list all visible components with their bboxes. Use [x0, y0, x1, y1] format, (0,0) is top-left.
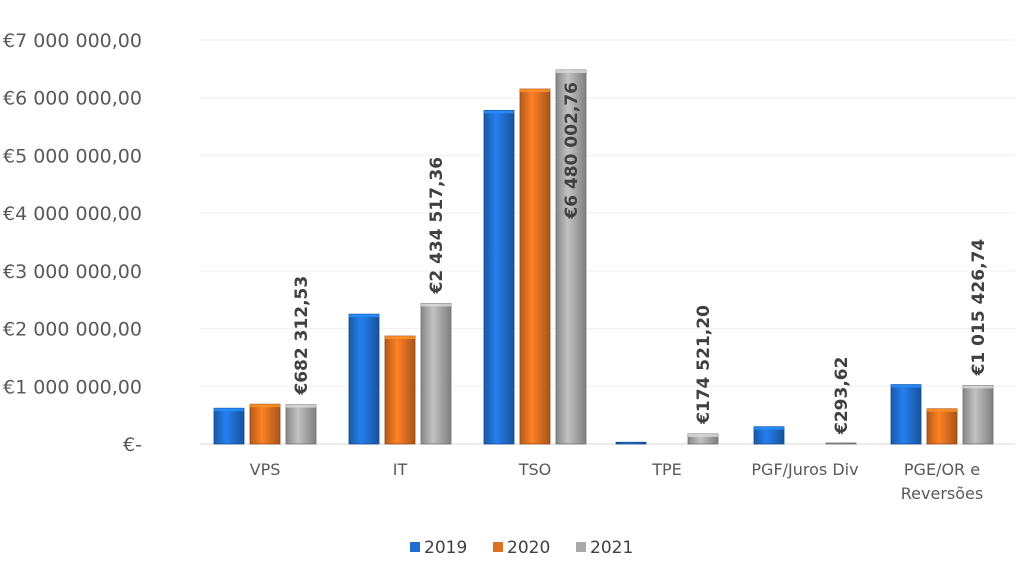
- y-tick-label: €7 000 000,00: [3, 30, 142, 52]
- legend-label-2019: 2019: [424, 538, 467, 558]
- y-tick-label: €6 000 000,00: [3, 88, 142, 110]
- bar-cap-2019-2: [484, 110, 514, 114]
- bar-cap-2021-3: [688, 433, 718, 437]
- bar-2019-3: [615, 441, 647, 445]
- x-category-label: TPE: [651, 460, 682, 479]
- bar-2021-0: [285, 404, 317, 445]
- bar-cap-2020-1: [385, 336, 415, 340]
- bar-cap-2019-4: [754, 426, 784, 430]
- bar-2021-5: [962, 384, 994, 445]
- data-label: €174 521,20: [694, 305, 714, 425]
- bar-cap-2021-2: [556, 70, 586, 74]
- bar-cap-2021-1: [421, 303, 451, 307]
- legend-swatch-2020: [493, 542, 503, 552]
- y-tick-label: €-: [123, 434, 142, 456]
- y-tick-label: €1 000 000,00: [3, 376, 142, 398]
- x-category-label: PGE/OR e: [904, 460, 980, 479]
- bar-2021-2: [555, 69, 587, 445]
- x-category-label: PGF/Juros Div: [751, 460, 858, 479]
- x-category-label: TSO: [518, 460, 552, 479]
- data-label: €1 015 426,74: [969, 239, 989, 377]
- bar-2020-2: [519, 88, 551, 445]
- bar-cap-2020-5: [927, 408, 957, 412]
- x-category-label: Reversões: [901, 484, 983, 503]
- gridlines: [200, 39, 1015, 445]
- x-axis-categories: VPS IT TSO TPE PGF/Juros Div PGE/OR e Reversõe…: [250, 460, 984, 503]
- bar-2020-0: [249, 403, 281, 445]
- bar-cap-2020-2: [520, 89, 550, 93]
- bar-cap-2019-5: [891, 384, 921, 388]
- bar-cap-2021-0: [286, 404, 316, 408]
- legend-label-2020: 2020: [507, 538, 550, 558]
- bar-cap-2020-0: [250, 404, 280, 408]
- bar-cap-2021-5: [963, 385, 993, 389]
- y-tick-label: €5 000 000,00: [3, 145, 142, 167]
- bar-2021-1: [420, 303, 452, 445]
- legend-swatch-2019: [410, 542, 420, 552]
- legend: 2019 2020 2021: [410, 538, 633, 558]
- bar-cap-2019-1: [349, 314, 379, 318]
- bar-2019-2: [483, 110, 515, 445]
- data-label: €6 480 002,76: [562, 82, 582, 220]
- bar-2019-1: [348, 313, 380, 445]
- x-category-label: VPS: [250, 460, 281, 479]
- y-tick-label: €4 000 000,00: [3, 203, 142, 225]
- y-axis-ticks: €- €1 000 000,00 €2 000 000,00 €3 000 000,0…: [3, 30, 142, 456]
- bar-2020-1: [384, 335, 416, 445]
- bar-2019-5: [890, 384, 922, 445]
- data-labels: €682 312,53 €2 434 517,36 €6 480 002,76 €17…: [292, 82, 989, 435]
- bar-2021-4: [825, 442, 857, 445]
- data-label: €293,62: [832, 357, 852, 435]
- y-tick-label: €3 000 000,00: [3, 261, 142, 283]
- legend-swatch-2021: [576, 542, 586, 552]
- data-label: €682 312,53: [292, 276, 312, 396]
- legend-label-2021: 2021: [590, 538, 633, 558]
- x-category-label: IT: [393, 460, 408, 479]
- bar-2019-0: [213, 407, 245, 445]
- bar-2020-5: [926, 408, 958, 445]
- bar-cap-2019-0: [214, 408, 244, 412]
- data-label: €2 434 517,36: [427, 157, 447, 295]
- bars: [213, 69, 994, 445]
- y-tick-label: €2 000 000,00: [3, 319, 142, 341]
